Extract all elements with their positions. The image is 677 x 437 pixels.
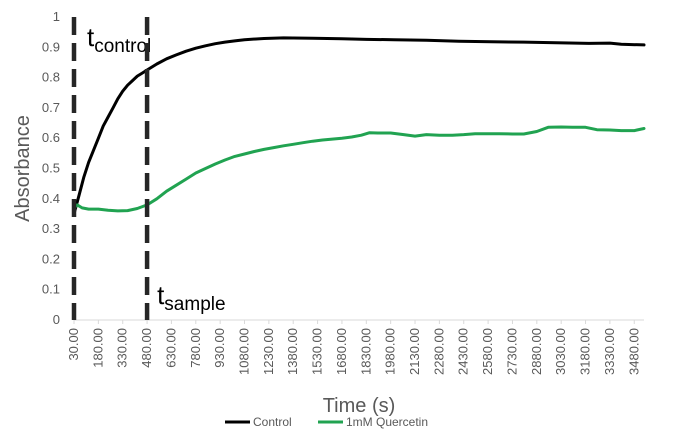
y-tick-label: 0.1 — [42, 282, 60, 297]
series-lines — [72, 36, 646, 216]
x-tick-label: 2730.00 — [504, 328, 519, 375]
y-tick-label: 0.4 — [42, 191, 60, 206]
x-tick-label: 480.00 — [139, 328, 154, 368]
y-tick-label: 0.2 — [42, 251, 60, 266]
x-tick-label: 2430.00 — [456, 328, 471, 375]
x-tick-label: 30.00 — [66, 328, 81, 361]
x-axis-title: Time (s) — [323, 395, 396, 417]
x-tick-label: 3330.00 — [602, 328, 617, 375]
x-tick-label: 180.00 — [90, 328, 105, 368]
x-tick-label: 3480.00 — [626, 328, 641, 375]
y-tick-label: 0.7 — [42, 100, 60, 115]
y-tick-label: 0.3 — [42, 221, 60, 236]
t-sample-annotation: tsample — [157, 280, 225, 315]
x-tick-label: 3180.00 — [578, 328, 593, 375]
y-tick-label: 0.8 — [42, 70, 60, 85]
series-line-control — [72, 36, 646, 216]
x-tick-label: 1530.00 — [310, 328, 325, 375]
legend-label-quercetin: 1mM Quercetin — [346, 415, 428, 429]
x-tick-label: 1980.00 — [383, 328, 398, 375]
y-tick-labels: 0 0.1 0.2 0.3 0.4 0.5 0.6 0.7 0.8 0.9 1 — [42, 9, 60, 327]
x-tick-label: 630.00 — [163, 328, 178, 368]
y-tick-label: 0.9 — [42, 39, 60, 54]
x-tick-label: 1230.00 — [261, 328, 276, 375]
series-line-quercetin — [72, 125, 646, 213]
y-axis-title: Absorbance — [12, 115, 34, 222]
time-markers: tcontrol tsample — [71, 17, 226, 320]
x-tick-label: 930.00 — [212, 328, 227, 368]
x-tick-label: 2280.00 — [431, 328, 446, 375]
legend-label-control: Control — [253, 415, 292, 429]
x-tick-label: 1380.00 — [285, 328, 300, 375]
y-tick-label: 0 — [53, 312, 60, 327]
x-tick-label: 330.00 — [115, 328, 130, 368]
x-tick-label: 2580.00 — [480, 328, 495, 375]
x-tick-label: 2880.00 — [529, 328, 544, 375]
x-tick-labels: 30.00 180.00 330.00 480.00 630.00 780.00 930.0… — [66, 320, 641, 375]
x-tick-label: 2130.00 — [407, 328, 422, 375]
t-control-annotation: tcontrol — [87, 22, 151, 57]
x-tick-label: 780.00 — [188, 328, 203, 368]
x-tick-label: 1080.00 — [237, 328, 252, 375]
x-tick-label: 1680.00 — [334, 328, 349, 375]
x-tick-label: 1830.00 — [358, 328, 373, 375]
x-tick-label: 3030.00 — [553, 328, 568, 375]
y-tick-label: 0.6 — [42, 130, 60, 145]
y-tick-label: 1 — [53, 9, 60, 24]
legend: Control 1mM Quercetin — [225, 415, 428, 429]
y-tick-label: 0.5 — [42, 161, 60, 176]
